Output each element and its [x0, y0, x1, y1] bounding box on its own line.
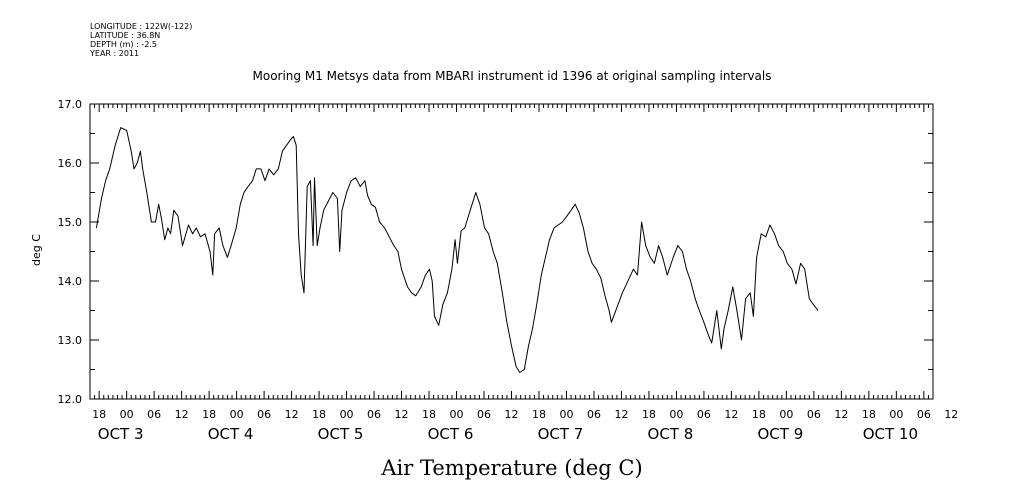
- latitude-label: LATITUDE : 36.8N: [90, 31, 161, 40]
- x-hour-label: 06: [257, 408, 271, 421]
- x-hour-label: 06: [147, 408, 161, 421]
- y-tick-label: 15.0: [58, 216, 83, 229]
- x-hour-label: 06: [587, 408, 601, 421]
- depth-label: DEPTH (m) : -2.5: [90, 40, 157, 49]
- x-day-label: OCT 7: [538, 425, 584, 443]
- x-hour-label: 18: [532, 408, 546, 421]
- x-hour-label: 18: [642, 408, 656, 421]
- x-hour-label: 12: [285, 408, 299, 421]
- x-axis-label: Air Temperature (deg C): [380, 456, 642, 480]
- x-hour-label: 06: [807, 408, 821, 421]
- x-hour-label: 06: [477, 408, 491, 421]
- x-hour-label: 12: [944, 408, 958, 421]
- x-hour-label: 00: [450, 408, 464, 421]
- plot-frame: [89, 103, 934, 400]
- y-tick-label: 17.0: [58, 98, 83, 111]
- x-hour-label: 00: [889, 408, 903, 421]
- x-hour-label: 00: [340, 408, 354, 421]
- x-day-label: OCT 4: [208, 425, 254, 443]
- x-hour-label: 12: [505, 408, 519, 421]
- chart-title: Mooring M1 Metsys data from MBARI instru…: [253, 69, 772, 83]
- x-hour-label: 12: [834, 408, 848, 421]
- longitude-label: LONGITUDE : 122W(-122): [90, 22, 193, 31]
- y-tick-label: 13.0: [58, 334, 83, 347]
- x-hour-label: 12: [395, 408, 409, 421]
- x-hour-label: 00: [559, 408, 573, 421]
- x-hour-label: 12: [175, 408, 189, 421]
- y-axis-ticks: 12.0 13.0 14.0 15.0 16.0 17.0: [58, 98, 933, 406]
- y-tick-label: 16.0: [58, 157, 83, 170]
- x-hour-label: 18: [202, 408, 216, 421]
- x-day-label: OCT 5: [318, 425, 364, 443]
- x-hour-label: 06: [917, 408, 931, 421]
- x-hour-label: 06: [367, 408, 381, 421]
- x-day-label: OCT 9: [758, 425, 804, 443]
- x-hour-label: 00: [779, 408, 793, 421]
- y-axis-label: deg C: [30, 234, 43, 266]
- year-label: YEAR : 2011: [90, 49, 140, 58]
- x-hour-label: 12: [614, 408, 628, 421]
- x-hour-label: 12: [724, 408, 738, 421]
- x-hour-label: 18: [92, 408, 106, 421]
- x-day-label: OCT 3: [98, 425, 144, 443]
- y-tick-label: 12.0: [58, 393, 83, 406]
- x-axis-ticks: 18 00 06 12 18 00 06 12 18 00 06 12 18 00 06 12 18 00 06 12…: [89, 104, 958, 443]
- station-metadata: LONGITUDE : 122W(-122) LATITUDE : 36.8N …: [90, 22, 192, 58]
- x-day-label: OCT 10: [863, 425, 918, 443]
- x-day-label: OCT 6: [428, 425, 474, 443]
- x-hour-label: 00: [669, 408, 683, 421]
- air-temperature-line: [95, 127, 819, 373]
- x-hour-label: 00: [230, 408, 244, 421]
- x-hour-label: 18: [312, 408, 326, 421]
- y-tick-label: 14.0: [58, 275, 83, 288]
- x-hour-label: 18: [862, 408, 876, 421]
- x-hour-label: 18: [422, 408, 436, 421]
- x-hour-label: 06: [697, 408, 711, 421]
- x-hour-label: 18: [752, 408, 766, 421]
- x-hour-label: 00: [120, 408, 134, 421]
- x-day-label: OCT 8: [648, 425, 694, 443]
- plot-series: [95, 127, 819, 373]
